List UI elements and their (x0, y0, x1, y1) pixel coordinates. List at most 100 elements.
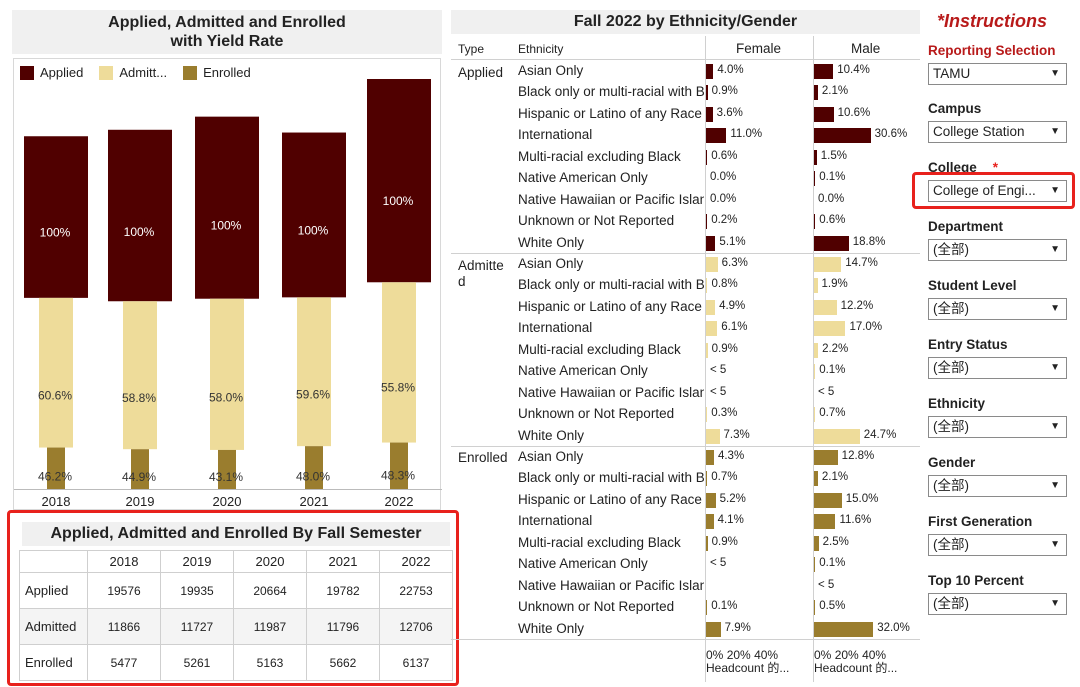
semester-table: 2018 2019 2020 2021 2022 Applied 19576 1… (19, 550, 453, 681)
male-bar[interactable] (814, 557, 816, 573)
filter-dropdown[interactable]: (全部) ▼ (928, 239, 1067, 261)
male-value-label: 12.8% (841, 450, 875, 462)
chevron-down-icon: ▼ (1050, 244, 1060, 255)
row-label-enrolled: Enrolled (19, 644, 88, 681)
female-bar[interactable] (706, 278, 708, 294)
female-bar[interactable] (706, 407, 708, 423)
enrolled-bar[interactable] (305, 446, 323, 489)
filter-dropdown[interactable]: College of Engi... ▼ (928, 180, 1067, 202)
required-star: * (992, 160, 999, 175)
female-bar[interactable] (706, 106, 713, 122)
female-bar[interactable] (706, 299, 716, 315)
filter-dropdown[interactable]: (全部) ▼ (928, 298, 1067, 320)
female-bar[interactable] (706, 257, 718, 272)
applied-bar[interactable] (24, 136, 88, 298)
male-bar[interactable] (814, 321, 846, 337)
female-bar[interactable] (706, 514, 714, 530)
male-bar[interactable] (814, 621, 874, 637)
filter-label-text: Gender (928, 455, 976, 470)
filter-dropdown[interactable]: (全部) ▼ (928, 416, 1067, 438)
axis-tick: 20% (726, 648, 751, 662)
chevron-down-icon: ▼ (1050, 480, 1060, 491)
enrolled-bar[interactable] (218, 449, 236, 489)
ethnicity-label: Unknown or Not Reported (518, 406, 675, 422)
applied-bar[interactable] (367, 79, 431, 283)
female-bar[interactable] (706, 450, 714, 465)
male-bar[interactable] (814, 257, 842, 272)
x-tick-label: 2018 (42, 494, 71, 509)
filter-dropdown[interactable]: (全部) ▼ (928, 593, 1067, 615)
male-bar[interactable] (814, 278, 818, 294)
male-bar[interactable] (814, 492, 842, 508)
enrolled-bar[interactable] (47, 447, 65, 489)
male-bar[interactable] (814, 600, 816, 616)
ethnicity-label: Unknown or Not Reported (518, 599, 675, 615)
male-bar[interactable] (814, 64, 834, 79)
male-bar[interactable] (814, 235, 849, 251)
male-bar[interactable] (814, 450, 838, 465)
male-bar[interactable] (814, 428, 860, 444)
yield-bar-chart: 100% 60.6% 46.2% 2018 100% 58.8% 44.9% 2019 100%… (14, 79, 442, 509)
group-divider (451, 446, 920, 447)
male-bar[interactable] (814, 299, 837, 315)
enrolled-bar[interactable] (131, 449, 149, 489)
male-bar[interactable] (814, 106, 834, 122)
female-bar[interactable] (706, 235, 716, 251)
female-value-label: 5.2% (719, 492, 746, 505)
admitted-bar[interactable] (39, 297, 73, 448)
male-bar[interactable] (814, 85, 818, 101)
chevron-down-icon: ▼ (1050, 598, 1060, 609)
female-bar[interactable] (706, 321, 718, 337)
male-bar[interactable] (814, 171, 816, 187)
ethnicity-label: Hispanic or Latino of any Race (518, 491, 702, 507)
female-bar[interactable] (706, 471, 708, 487)
female-bar[interactable] (706, 535, 708, 551)
female-bar[interactable] (706, 428, 720, 444)
male-bar[interactable] (814, 214, 816, 230)
admitted-bar[interactable] (382, 282, 416, 443)
female-bar[interactable] (706, 600, 708, 616)
female-bar[interactable] (706, 214, 708, 230)
filter-dropdown[interactable]: (全部) ▼ (928, 534, 1067, 556)
filter-dropdown[interactable]: College Station ▼ (928, 121, 1067, 143)
female-bar[interactable] (706, 621, 721, 637)
filter-label-text: Entry Status (928, 337, 1008, 352)
legend-applied[interactable]: Applied (20, 65, 83, 80)
male-bar[interactable] (814, 471, 818, 487)
female-bar[interactable] (706, 64, 714, 79)
legend-admitted[interactable]: Admitt... (99, 65, 167, 80)
female-bar[interactable] (706, 128, 727, 144)
male-bar[interactable] (814, 535, 819, 551)
female-bar[interactable] (706, 149, 708, 165)
admitted-bar[interactable] (210, 298, 244, 450)
male-bar[interactable] (814, 128, 871, 144)
male-bar[interactable] (814, 514, 836, 530)
female-bar[interactable] (706, 492, 716, 508)
ethnicity-label: Asian Only (518, 63, 584, 78)
filter-dropdown[interactable]: (全部) ▼ (928, 475, 1067, 497)
legend-enrolled[interactable]: Enrolled (183, 65, 251, 80)
ethnicity-label: Unknown or Not Reported (518, 213, 675, 229)
male-bar[interactable] (814, 364, 816, 380)
filter-dropdown[interactable]: TAMU ▼ (928, 63, 1067, 85)
applied-bar[interactable] (282, 132, 346, 298)
applied-bar[interactable] (108, 129, 172, 302)
enrolled-bar[interactable] (390, 442, 408, 489)
filter-label-text: College (928, 160, 977, 175)
filter-dropdown[interactable]: (全部) ▼ (928, 357, 1067, 379)
male-bar[interactable] (814, 407, 816, 423)
male-value-label: 0.1% (819, 557, 846, 570)
table-row: Admitted 11866 11727 11987 11796 12706 (19, 608, 453, 645)
semester-header-row: 2018 2019 2020 2021 2022 (19, 550, 453, 573)
instructions-link[interactable]: *Instructions (937, 11, 1048, 31)
female-bar[interactable] (706, 85, 708, 101)
admitted-bar[interactable] (297, 297, 331, 447)
male-bar[interactable] (814, 342, 819, 358)
male-value-label: 18.8% (852, 235, 886, 248)
applied-bar[interactable] (195, 116, 259, 299)
female-bar[interactable] (706, 342, 708, 358)
male-value-label: 2.5% (822, 535, 849, 548)
male-bar[interactable] (814, 149, 817, 165)
admitted-bar[interactable] (123, 301, 157, 450)
table-cell: 11866 (87, 608, 161, 645)
